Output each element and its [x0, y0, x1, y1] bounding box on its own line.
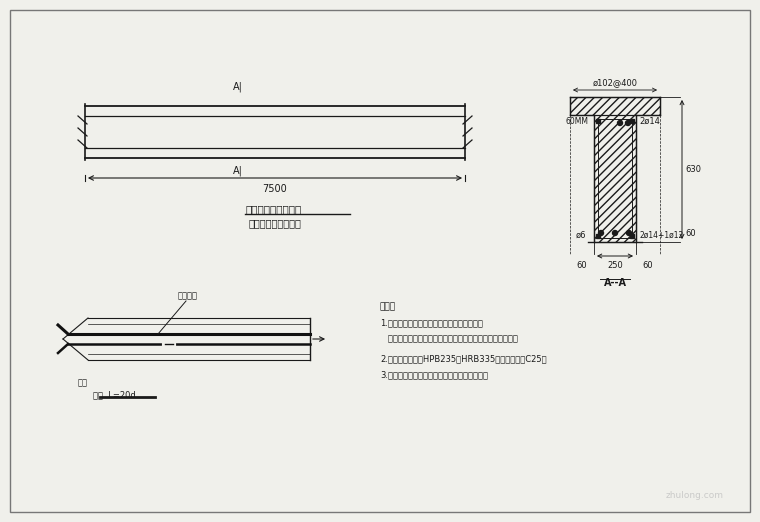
- Text: 2ø14+1ø12: 2ø14+1ø12: [639, 231, 683, 240]
- Text: 60: 60: [643, 261, 654, 270]
- Text: 具体处理方法参考混凌土表面处理要求，具体项目再确定。: 具体处理方法参考混凌土表面处理要求，具体项目再确定。: [380, 334, 518, 343]
- Text: （植筋喷射混凝土）: （植筋喷射混凝土）: [249, 218, 302, 228]
- Bar: [570, 97, 660, 115]
- Circle shape: [617, 121, 622, 125]
- Circle shape: [625, 121, 631, 125]
- Text: A|: A|: [233, 166, 243, 176]
- Text: 梁增大截面加固示意: 梁增大截面加固示意: [245, 204, 301, 214]
- Text: A--A: A--A: [603, 278, 626, 288]
- Circle shape: [613, 231, 617, 235]
- Text: ø6: ø6: [575, 231, 586, 240]
- Bar: [594, 115, 636, 242]
- Text: 植筋: 植筋: [78, 378, 88, 387]
- Bar: [596, 234, 600, 238]
- Text: 2.材料：箋筋采用HPB235和HRB335，混凌土采用C25。: 2.材料：箋筋采用HPB235和HRB335，混凌土采用C25。: [380, 354, 546, 363]
- Text: 250: 250: [607, 261, 623, 270]
- Text: A|: A|: [233, 81, 243, 92]
- Text: 60: 60: [577, 261, 587, 270]
- Text: ø102@400: ø102@400: [593, 78, 638, 87]
- Text: 2ø14: 2ø14: [639, 116, 660, 125]
- Text: 60MM: 60MM: [566, 116, 589, 125]
- Text: 3.施工前应先由原设计施工图的详细内容为准。: 3.施工前应先由原设计施工图的详细内容为准。: [380, 370, 488, 379]
- Text: 630: 630: [685, 165, 701, 174]
- Text: 注意：: 注意：: [380, 302, 396, 311]
- Text: 人工糙糙: 人工糙糙: [178, 291, 198, 300]
- Bar: [630, 234, 634, 238]
- Circle shape: [599, 231, 603, 235]
- Circle shape: [626, 231, 632, 235]
- Text: zhulong.com: zhulong.com: [666, 491, 724, 500]
- Text: 60: 60: [685, 230, 695, 239]
- Text: 锚长  L=20d: 锚长 L=20d: [93, 390, 136, 399]
- Text: 1.将已有梁表面冿化、清洗干净，展示生锈。: 1.将已有梁表面冿化、清洗干净，展示生锈。: [380, 318, 483, 327]
- Text: 7500: 7500: [263, 184, 287, 194]
- Bar: [596, 119, 600, 123]
- Bar: [630, 119, 634, 123]
